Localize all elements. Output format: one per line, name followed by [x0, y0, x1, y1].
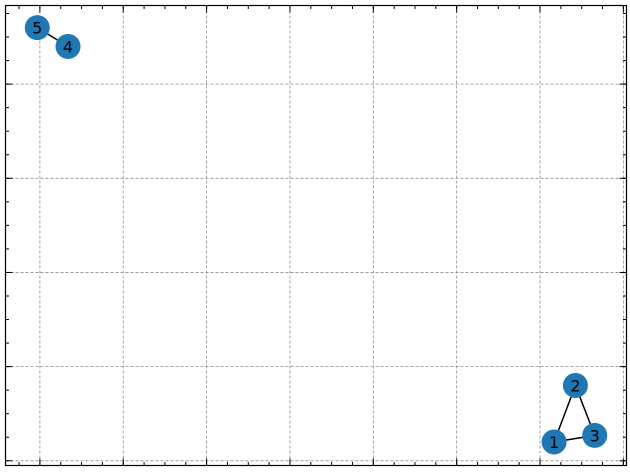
node-circle-2 — [562, 372, 588, 398]
graph-edges — [36, 26, 596, 443]
node-label-1: 1 — [549, 433, 559, 452]
node-circle-1 — [541, 429, 567, 455]
node-label-3: 3 — [590, 426, 600, 445]
node-circle-5 — [24, 15, 50, 41]
plot-frame — [4, 4, 628, 467]
graph-nodes: 1 2 3 4 5 — [24, 15, 608, 455]
node-4: 4 — [55, 33, 81, 59]
node-5: 5 — [24, 15, 50, 41]
axis-ticks — [5, 5, 627, 466]
node-circle-3 — [582, 422, 608, 448]
node-label-5: 5 — [32, 19, 42, 38]
node-label-4: 4 — [63, 37, 73, 56]
node-2: 2 — [562, 372, 588, 398]
node-label-2: 2 — [570, 376, 580, 395]
node-3: 3 — [582, 422, 608, 448]
grid-lines — [5, 5, 627, 466]
node-circle-4 — [55, 33, 81, 59]
node-1: 1 — [541, 429, 567, 455]
